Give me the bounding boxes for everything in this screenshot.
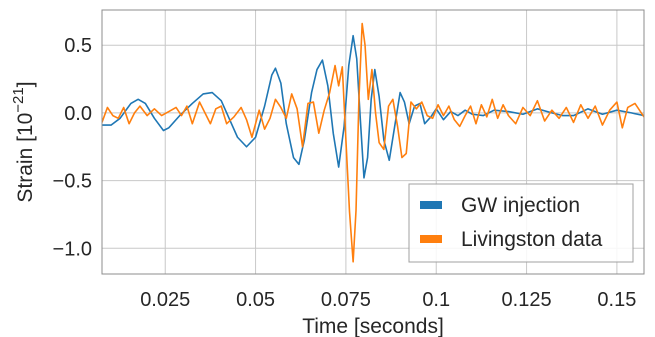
y-tick-label: −1.0 [53, 238, 92, 260]
y-axis-label-exponent: −21 [10, 87, 27, 112]
y-tick-label: 0.5 [64, 35, 92, 57]
legend-box [408, 183, 634, 263]
y-tick-labels: 0.5 0.0 −0.5 −1.0 [53, 35, 92, 260]
x-tick-label: 0.075 [321, 289, 371, 311]
y-axis-label: Strain [10−21] [10, 81, 37, 202]
series-lines [102, 22, 644, 263]
x-tick-label: 0.15 [597, 289, 636, 311]
y-axis-label-close: ] [14, 81, 37, 87]
x-tick-label: 0.05 [236, 289, 275, 311]
x-tick-label: 0.125 [502, 289, 552, 311]
x-tick-labels: 0.025 0.05 0.075 0.1 0.125 0.15 [140, 289, 636, 311]
plot-frame [101, 9, 645, 275]
y-axis-label-base: Strain [10 [14, 113, 37, 203]
legend-swatch-livingston-data [420, 235, 442, 243]
legend-label-livingston-data: Livingston data [461, 228, 603, 251]
y-tick-label: −0.5 [53, 171, 92, 193]
x-tick-label: 0.1 [422, 289, 450, 311]
legend-label-gw-injection: GW injection [461, 194, 580, 217]
y-tick-label: 0.0 [64, 103, 92, 125]
legend-swatch-gw-injection [420, 201, 442, 209]
series-line-gw-injection [102, 34, 644, 179]
x-tick-label: 0.025 [140, 289, 190, 311]
x-axis-label: Time [seconds] [302, 315, 444, 337]
series-line-livingston-data [102, 22, 644, 263]
legend: GW injection Livingston data [408, 183, 634, 263]
